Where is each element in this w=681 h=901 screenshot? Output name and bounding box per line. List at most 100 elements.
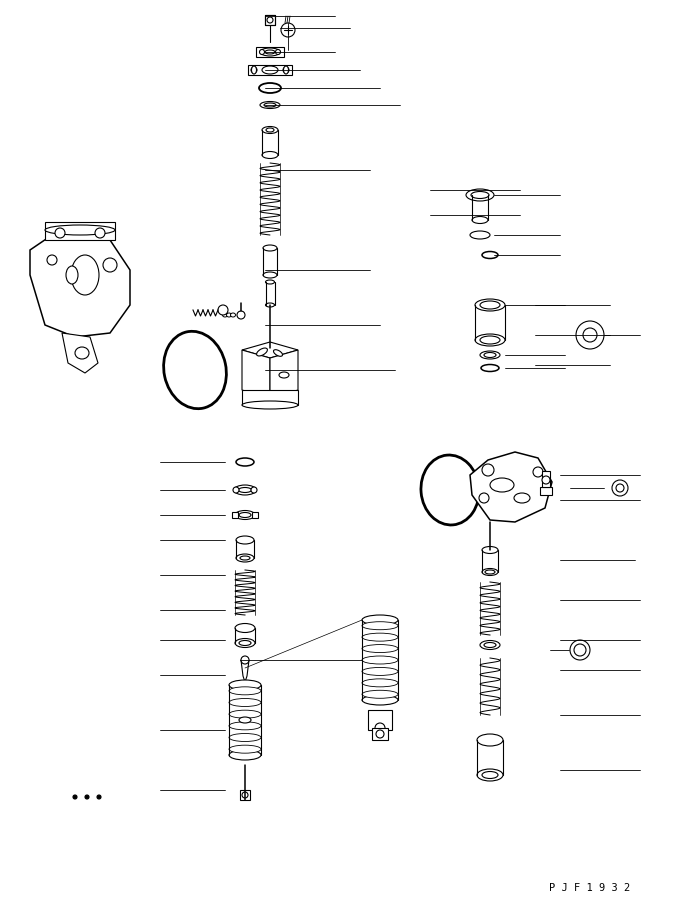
Circle shape (276, 50, 281, 54)
Ellipse shape (265, 50, 275, 54)
Bar (240, 790, 250, 800)
Ellipse shape (229, 680, 261, 690)
Ellipse shape (274, 350, 283, 356)
Circle shape (218, 305, 228, 315)
Ellipse shape (263, 245, 277, 251)
Ellipse shape (235, 511, 255, 520)
Ellipse shape (66, 266, 78, 284)
Ellipse shape (259, 83, 281, 93)
Circle shape (251, 67, 257, 73)
Ellipse shape (229, 745, 261, 753)
Polygon shape (30, 230, 130, 337)
Ellipse shape (236, 536, 254, 544)
Ellipse shape (421, 455, 479, 525)
Circle shape (479, 493, 489, 503)
Ellipse shape (235, 623, 255, 633)
Ellipse shape (163, 332, 226, 409)
Circle shape (242, 792, 248, 798)
Ellipse shape (239, 513, 251, 517)
Ellipse shape (260, 48, 280, 56)
Ellipse shape (482, 251, 498, 259)
Bar (265, 15, 275, 25)
Ellipse shape (235, 639, 255, 648)
Ellipse shape (477, 734, 503, 746)
Ellipse shape (480, 301, 500, 309)
Ellipse shape (362, 622, 398, 630)
Bar (256, 47, 284, 57)
Ellipse shape (263, 272, 277, 278)
Ellipse shape (75, 347, 89, 359)
Ellipse shape (481, 365, 499, 371)
Bar (372, 728, 388, 740)
Ellipse shape (362, 695, 398, 705)
Ellipse shape (482, 771, 498, 778)
Ellipse shape (236, 554, 254, 562)
Ellipse shape (262, 66, 278, 74)
Ellipse shape (229, 710, 261, 718)
Circle shape (47, 255, 57, 265)
Polygon shape (470, 452, 552, 522)
Circle shape (259, 50, 264, 54)
Ellipse shape (71, 255, 99, 295)
Circle shape (583, 328, 597, 342)
Ellipse shape (45, 225, 115, 235)
Ellipse shape (514, 493, 530, 503)
Bar (45, 222, 115, 240)
Ellipse shape (229, 687, 261, 695)
Ellipse shape (482, 547, 498, 553)
Polygon shape (248, 65, 292, 75)
Circle shape (103, 258, 117, 272)
Ellipse shape (466, 189, 494, 201)
Circle shape (241, 656, 249, 664)
Circle shape (97, 795, 101, 799)
Ellipse shape (362, 644, 398, 652)
Ellipse shape (475, 299, 505, 311)
Ellipse shape (229, 733, 261, 742)
Ellipse shape (362, 633, 398, 642)
Ellipse shape (574, 644, 586, 656)
Circle shape (251, 487, 257, 493)
Ellipse shape (238, 487, 251, 493)
Ellipse shape (262, 151, 278, 159)
Ellipse shape (251, 66, 257, 74)
Circle shape (542, 476, 550, 484)
Ellipse shape (471, 192, 489, 198)
Ellipse shape (229, 698, 261, 706)
Ellipse shape (266, 280, 274, 284)
Circle shape (375, 723, 385, 733)
Ellipse shape (239, 641, 251, 645)
Bar (232, 512, 238, 518)
Circle shape (55, 228, 65, 238)
Ellipse shape (362, 678, 398, 687)
Ellipse shape (362, 656, 398, 664)
Ellipse shape (472, 216, 488, 223)
Circle shape (281, 23, 295, 37)
Ellipse shape (362, 690, 398, 698)
Circle shape (376, 730, 384, 738)
Circle shape (283, 67, 289, 73)
Ellipse shape (229, 750, 261, 760)
Ellipse shape (230, 313, 236, 317)
Ellipse shape (475, 334, 505, 346)
Ellipse shape (362, 615, 398, 625)
Ellipse shape (236, 458, 254, 466)
Ellipse shape (477, 769, 503, 781)
Bar (368, 710, 392, 730)
Polygon shape (270, 350, 298, 398)
Polygon shape (241, 660, 249, 682)
Circle shape (73, 795, 77, 799)
Circle shape (237, 311, 245, 319)
Ellipse shape (482, 569, 498, 576)
Circle shape (576, 321, 604, 349)
Ellipse shape (223, 313, 227, 317)
Ellipse shape (362, 668, 398, 676)
Ellipse shape (279, 372, 289, 378)
Circle shape (233, 487, 239, 493)
Ellipse shape (480, 351, 500, 359)
Ellipse shape (239, 717, 251, 723)
Ellipse shape (260, 102, 280, 108)
Polygon shape (242, 342, 298, 358)
Bar (542, 471, 550, 487)
Circle shape (570, 640, 590, 660)
Ellipse shape (616, 484, 624, 492)
